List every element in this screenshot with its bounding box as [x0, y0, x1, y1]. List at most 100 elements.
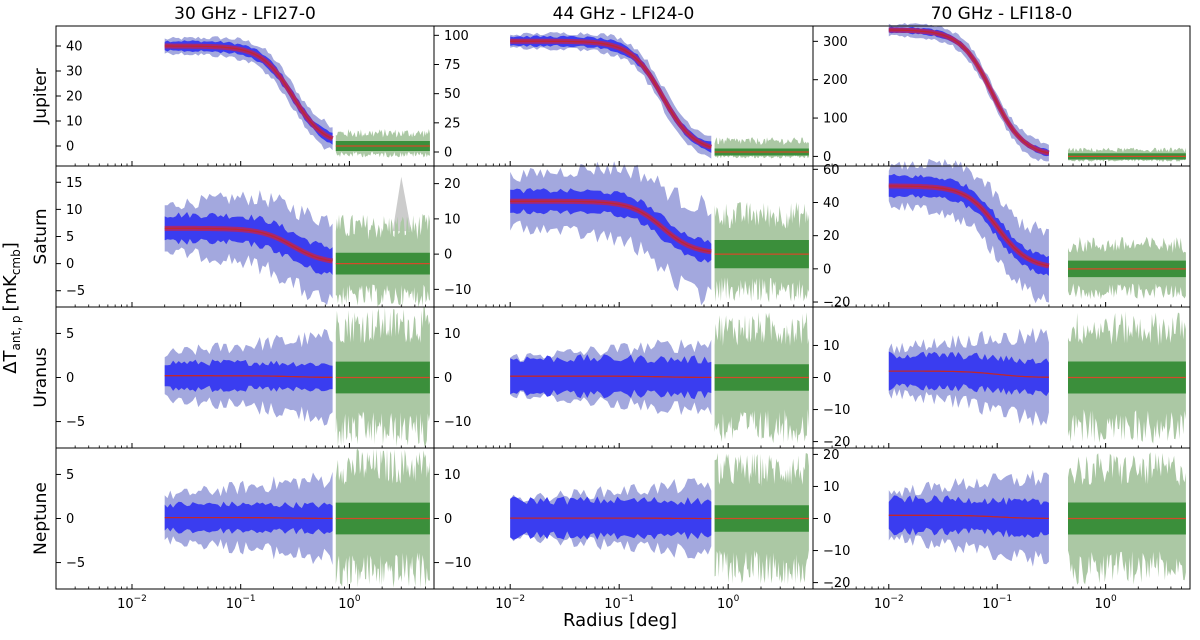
y-tick-label: 0: [444, 512, 452, 527]
column-title: 44 GHz - LFI24-0: [553, 4, 695, 24]
x-tick-label-base: 10: [495, 597, 512, 612]
y-tick-label: −10: [444, 283, 471, 298]
y-tick-label: 0: [66, 257, 74, 272]
y-tick-label: 100: [823, 112, 848, 127]
y-tick-label: 15: [66, 176, 83, 191]
y-tick-label: −10: [823, 544, 850, 559]
panel-uranus-1: −10 0 10: [434, 307, 813, 448]
y-tick-label: −5: [66, 556, 85, 571]
y-tick-label: −10: [444, 556, 471, 571]
y-tick-label: 60: [823, 163, 840, 178]
y-axis-label-unit: [mK: [0, 274, 21, 312]
y-tick-label: −20: [823, 576, 850, 591]
x-tick-label-base: 10: [338, 597, 355, 612]
panel-neptune-1: −10 0 10: [434, 448, 813, 589]
y-tick-label: 10: [823, 480, 840, 495]
y-tick-label: 0: [823, 371, 831, 386]
y-axis-label-main: ΔT: [0, 349, 21, 373]
y-tick-label: −20: [823, 296, 850, 311]
panel-saturn-2: −20 0 20 40 60: [813, 159, 1190, 311]
x-tick-label-exponent: −1: [242, 594, 255, 604]
column-title: 30 GHz - LFI27-0: [174, 4, 316, 24]
y-tick-label: −10: [823, 403, 850, 418]
y-tick-label: 0: [66, 512, 74, 527]
x-tick-label-base: 10: [117, 597, 134, 612]
y-axis-label-sub: ant, p: [9, 316, 23, 351]
x-tick-label-base: 10: [717, 597, 734, 612]
y-tick-label: 10: [444, 468, 461, 483]
x-tick-label: 10−1: [226, 594, 256, 612]
column-title: 70 GHz - LFI18-0: [931, 4, 1073, 24]
panel-saturn-1: −10 0 10 20: [434, 161, 813, 307]
x-tick-label-exponent: −2: [134, 594, 147, 604]
y-tick-label: −10: [444, 415, 471, 430]
x-tick-label-exponent: −1: [999, 594, 1012, 604]
x-tick-label-base: 10: [1094, 597, 1111, 612]
x-tick-label-exponent: 0: [355, 594, 361, 604]
y-axis-label-unit-close: ]: [0, 242, 21, 249]
x-tick-label-exponent: −2: [512, 594, 525, 604]
y-tick-label: 25: [444, 116, 461, 131]
y-tick-label: −5: [66, 284, 85, 299]
y-tick-label: 0: [66, 140, 74, 155]
y-tick-label: 10: [444, 327, 461, 342]
x-tick-label-exponent: −1: [621, 594, 634, 604]
y-tick-label: 0: [444, 371, 452, 386]
y-tick-label: 40: [66, 40, 83, 55]
y-tick-label: 10: [66, 203, 83, 218]
y-tick-label: −5: [66, 415, 85, 430]
x-tick-label-base: 10: [874, 597, 891, 612]
x-tick-label-exponent: −2: [890, 594, 903, 604]
y-tick-label: 0: [823, 512, 831, 527]
y-tick-label: 10: [823, 339, 840, 354]
y-axis-label-unit-sub: cmb: [9, 249, 23, 275]
y-tick-label: 0: [444, 248, 452, 263]
panel-jupiter-1: 0 25 50 75 100: [434, 26, 813, 166]
y-axis-label: ΔTant, p [mKcmb]: [0, 242, 23, 374]
x-axis-label: Radius [deg]: [563, 610, 677, 631]
y-tick-label: 20: [66, 90, 83, 105]
panel-neptune-0: −5 0 5: [56, 448, 434, 589]
y-tick-label: 40: [823, 196, 840, 211]
x-tick-label-base: 10: [226, 597, 243, 612]
y-tick-label: 75: [444, 58, 461, 73]
y-tick-label: 10: [444, 212, 461, 227]
x-tick-label: 10−2: [874, 594, 904, 612]
row-label-saturn: Saturn: [31, 208, 51, 264]
y-tick-label: 20: [823, 229, 840, 244]
panel-jupiter-0: 0 10 20 30 40: [56, 26, 434, 166]
y-tick-label: 10: [66, 115, 83, 130]
panel-frame: [813, 26, 1190, 166]
x-tick-label-base: 10: [982, 597, 999, 612]
y-tick-label: 20: [823, 448, 840, 463]
y-tick-label: 0: [66, 371, 74, 386]
y-tick-label: 0: [823, 262, 831, 277]
panel-saturn-0: −5 0 5 10 15: [56, 166, 434, 307]
x-tick-label-exponent: 0: [734, 594, 740, 604]
x-tick-label: 10−2: [495, 594, 525, 612]
panel-neptune-2: −20 −10 0 10 20: [813, 448, 1190, 591]
y-tick-label: 50: [444, 87, 461, 102]
y-tick-label: 5: [66, 327, 74, 342]
panels-layer: 30 GHz - LFI27-0010203040−5051015−505−50…: [31, 4, 1190, 612]
row-label-neptune: Neptune: [31, 482, 51, 555]
x-tick-label-exponent: 0: [1111, 594, 1117, 604]
y-tick-label: 30: [66, 65, 83, 80]
panel-uranus-0: −5 0 5: [56, 307, 434, 448]
y-tick-label: 5: [66, 230, 74, 245]
y-tick-label: 100: [444, 29, 469, 44]
y-tick-label: 300: [823, 35, 848, 50]
row-label-uranus: Uranus: [31, 347, 51, 407]
x-tick-label: 10−1: [982, 594, 1012, 612]
y-tick-label: 200: [823, 73, 848, 88]
x-tick-label: 100: [1094, 594, 1117, 612]
profile-outer-band: [510, 161, 711, 305]
y-tick-label: 5: [66, 468, 74, 483]
y-tick-label: 20: [444, 177, 461, 192]
y-tick-label: 0: [444, 146, 452, 161]
row-label-jupiter: Jupiter: [31, 68, 51, 124]
